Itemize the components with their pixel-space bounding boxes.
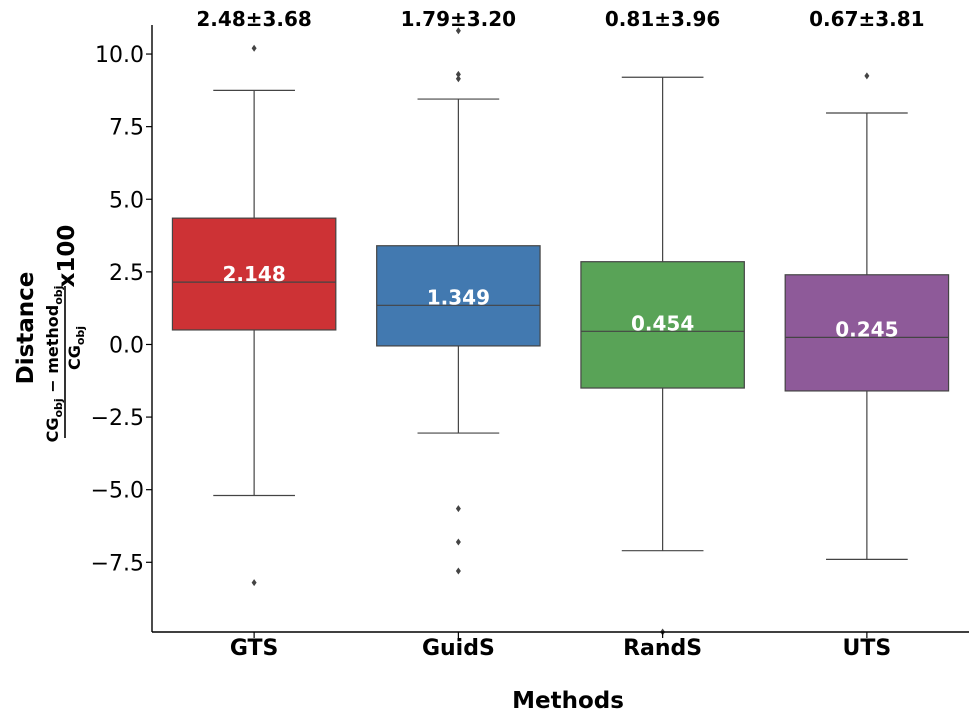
x-axis-title: Methods xyxy=(512,688,624,713)
median-value-label: 2.148 xyxy=(222,262,285,286)
y-axis-title-word: Distance xyxy=(13,272,39,385)
y-tick-label: −2.5 xyxy=(91,406,144,431)
y-tick-label: −5.0 xyxy=(91,479,144,504)
mean-std-label: 0.67±3.81 xyxy=(809,7,924,31)
median-value-label: 0.245 xyxy=(835,317,898,341)
y-axis-title: Distance CGobj − methodobj CGobj x100 xyxy=(13,225,87,443)
x-tick-label: UTS xyxy=(843,636,892,661)
outlier-point xyxy=(251,579,257,587)
y-tick-label: 5.0 xyxy=(109,188,144,213)
y-tick-label: 7.5 xyxy=(109,116,144,141)
median-value-label: 1.349 xyxy=(427,285,490,309)
median-value-label: 0.454 xyxy=(631,311,694,335)
y-axis-fraction-numerator: CGobj − methodobj xyxy=(43,286,65,443)
y-tick-label: 10.0 xyxy=(95,43,144,68)
iqr-box xyxy=(376,245,541,347)
outlier-point xyxy=(455,75,461,83)
outlier-point xyxy=(455,538,461,546)
y-tick-label: −7.5 xyxy=(91,551,144,576)
x-tick-label: GTS xyxy=(230,636,279,661)
mean-std-label: 2.48±3.68 xyxy=(196,7,311,31)
box-gts: 2.148 xyxy=(171,44,337,587)
outlier-point xyxy=(455,567,461,575)
iqr-box xyxy=(171,217,337,331)
x-tick-label: GuidS xyxy=(422,636,495,661)
x-ticks-layer: GTS GuidS RandS UTS xyxy=(230,632,891,661)
box-uts: 0.245 xyxy=(784,72,950,560)
y-axis-fraction: CGobj − methodobj CGobj x100 xyxy=(43,225,87,443)
box-guids: 1.349 xyxy=(376,27,541,575)
x-tick-label: RandS xyxy=(623,636,702,661)
y-tick-label: 2.5 xyxy=(109,261,144,286)
outlier-point xyxy=(455,27,461,35)
mean-std-label: 1.79±3.20 xyxy=(401,7,516,31)
y-tick-label: 0.0 xyxy=(109,333,144,358)
outlier-point xyxy=(455,70,461,78)
iqr-box xyxy=(784,274,950,392)
mean-std-label: 0.81±3.96 xyxy=(605,7,720,31)
iqr-box xyxy=(580,261,745,389)
labels-layer: 2.48±3.68 1.79±3.20 0.81±3.96 0.67±3.81 xyxy=(196,7,924,31)
y-axis-fraction-denominator: CGobj xyxy=(65,326,87,370)
box-rands: 0.454 xyxy=(580,76,745,636)
outlier-point xyxy=(455,505,461,513)
outlier-point xyxy=(864,72,870,80)
y-axis-multiplier: x100 xyxy=(54,225,80,288)
y-ticks-layer: −7.5 −5.0 −2.5 0.0 2.5 5.0 7.5 10.0 xyxy=(91,43,152,576)
outlier-point xyxy=(251,44,257,52)
boxes-layer: 2.148 1.349 0.454 0.245 xyxy=(171,27,950,636)
